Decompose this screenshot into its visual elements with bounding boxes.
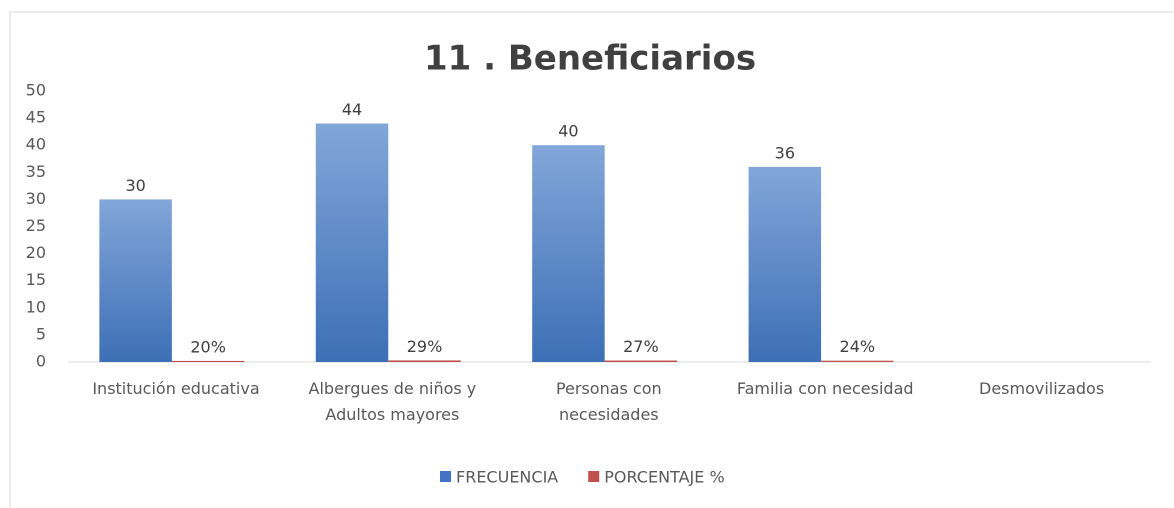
y-tick-label: 15 xyxy=(26,270,46,289)
data-label: 24% xyxy=(840,337,876,356)
x-tick-label: Desmovilizados xyxy=(979,379,1105,398)
x-tick-label: Albergues de niños y Adultos mayores xyxy=(308,379,477,424)
chart-border xyxy=(9,11,1174,508)
y-tick-label: 40 xyxy=(26,135,46,154)
data-label: 44 xyxy=(342,100,362,119)
y-tick-label: 35 xyxy=(26,162,46,181)
bar xyxy=(99,199,172,362)
y-tick-label: 0 xyxy=(36,352,46,371)
bar xyxy=(315,123,389,363)
bar xyxy=(604,360,678,362)
y-tick-label: 45 xyxy=(26,108,46,127)
y-tick-label: 25 xyxy=(26,216,46,235)
bar xyxy=(532,145,605,362)
data-label: 40 xyxy=(558,122,578,141)
data-label: 29% xyxy=(407,337,443,356)
y-tick-label: 10 xyxy=(26,297,46,316)
y-tick-label: 50 xyxy=(26,81,46,100)
legend-label: FRECUENCIA xyxy=(456,468,558,487)
bar xyxy=(171,360,245,362)
data-label: 36 xyxy=(775,143,795,162)
legend-label: PORCENTAJE % xyxy=(604,468,724,487)
data-label: 30 xyxy=(125,176,145,195)
chart-title: 11 . Beneficiarios xyxy=(424,39,756,79)
y-tick-label: 30 xyxy=(26,189,46,208)
x-tick-label: Personas con necesidades xyxy=(555,379,662,424)
bar xyxy=(748,166,822,362)
bar xyxy=(821,360,894,362)
legend-swatch xyxy=(588,471,600,482)
data-label: 20% xyxy=(190,337,226,356)
x-tick-label: Institución educativa xyxy=(92,379,260,398)
data-label: 27% xyxy=(623,337,659,356)
y-tick-label: 5 xyxy=(36,324,46,343)
legend-swatch xyxy=(440,471,451,482)
y-tick-label: 20 xyxy=(26,243,46,262)
x-tick-label: Familia con necesidad xyxy=(736,379,914,398)
bar xyxy=(388,360,461,362)
